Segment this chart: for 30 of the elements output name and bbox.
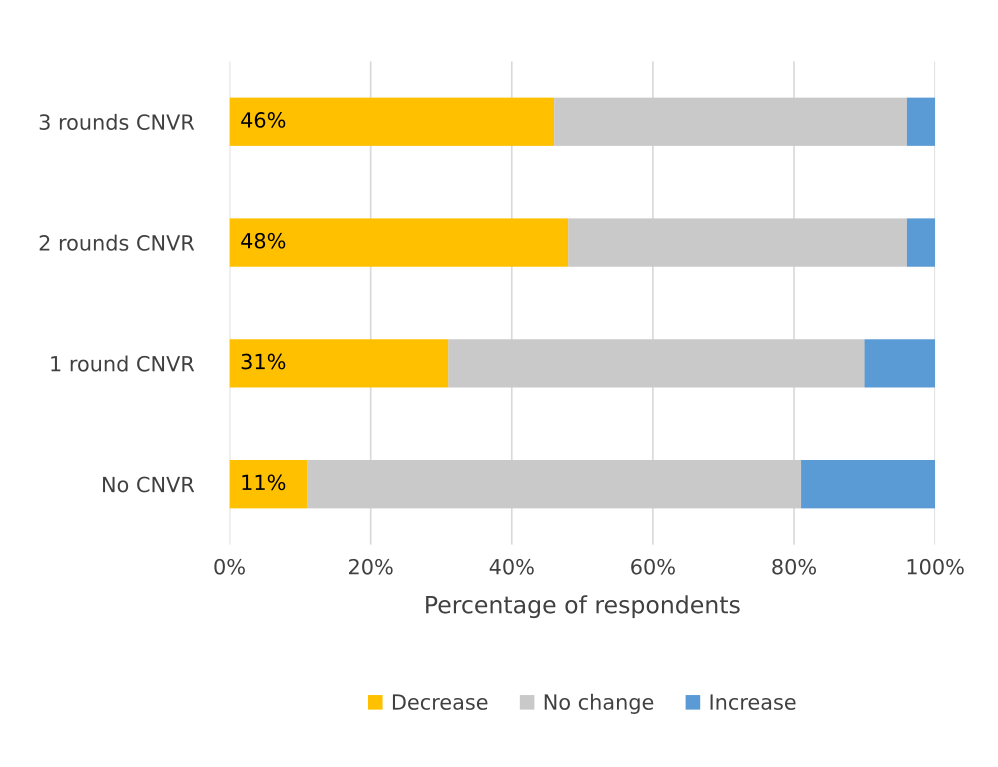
y-tick-label: 1 round CNVR — [51, 355, 194, 372]
x-tick-label: 100% — [908, 558, 964, 575]
bar — [307, 460, 802, 508]
bar — [230, 218, 568, 267]
x-tick-label: 80% — [772, 558, 816, 575]
data-label: 46% — [241, 112, 286, 128]
data-label: 11% — [242, 474, 286, 490]
bar — [906, 98, 936, 146]
bar — [906, 218, 936, 267]
legend-label: No change — [544, 694, 654, 714]
x-tick-label: 20% — [349, 558, 393, 575]
bar — [448, 339, 865, 388]
bar — [568, 218, 907, 267]
bar — [230, 460, 308, 508]
data-label: 31% — [242, 354, 286, 370]
legend-label: Increase — [710, 694, 796, 710]
y-tick-label: 3 rounds CNVR — [40, 114, 194, 130]
bar — [230, 339, 448, 388]
bar — [864, 339, 936, 388]
bar — [230, 98, 554, 146]
bar — [801, 460, 936, 508]
legend-label: Decrease — [392, 694, 488, 710]
data-label: 48% — [241, 232, 286, 249]
x-tick-label: 0% — [214, 558, 245, 575]
y-tick-label: 2 rounds CNVR — [40, 234, 194, 251]
x-axis-title: Percentage of respondents — [426, 595, 740, 618]
y-tick-label: No CNVR — [103, 476, 194, 492]
x-tick-label: 60% — [631, 558, 675, 575]
x-tick-label: 40% — [490, 558, 534, 575]
bar — [554, 98, 907, 146]
